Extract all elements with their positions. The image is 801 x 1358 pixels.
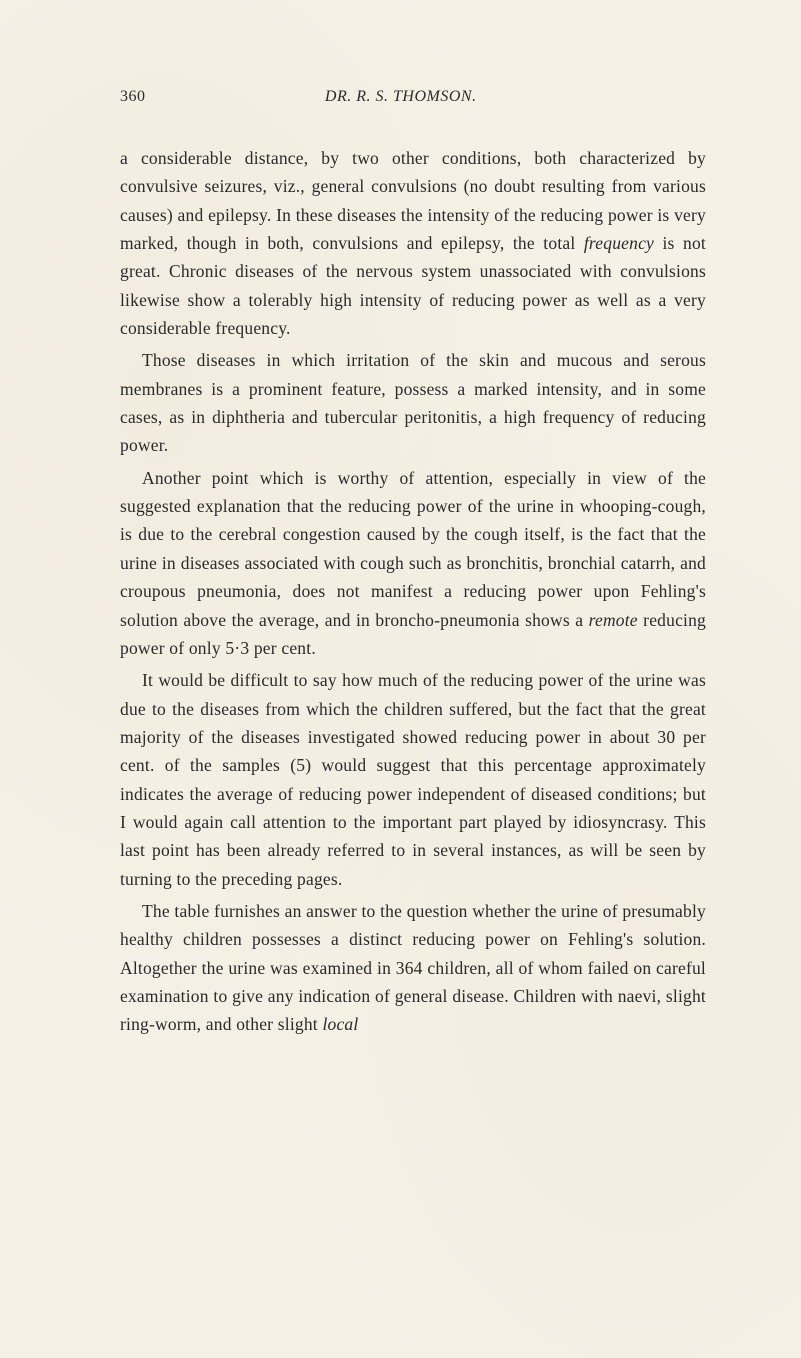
paragraph-1: a considerable distance, by two other co…: [120, 144, 706, 342]
page-header: 360 DR. R. S. THOMSON.: [120, 88, 706, 106]
author-name: DR. R. S. THOMSON.: [96, 88, 707, 106]
p3-text-1: Another point which is worthy of attenti…: [120, 468, 706, 630]
p5-text-1: The table furnishes an answer to the que…: [120, 901, 706, 1034]
p5-italic: local: [322, 1014, 358, 1034]
paragraph-4: It would be difficult to say how much of…: [120, 666, 706, 893]
paragraph-3: Another point which is worthy of attenti…: [120, 464, 706, 662]
page-content: a considerable distance, by two other co…: [120, 144, 706, 1039]
p1-italic: frequency: [584, 233, 654, 253]
paragraph-5: The table furnishes an answer to the que…: [120, 897, 706, 1039]
paragraph-2: Those diseases in which irritation of th…: [120, 346, 706, 459]
p3-italic: remote: [589, 610, 638, 630]
